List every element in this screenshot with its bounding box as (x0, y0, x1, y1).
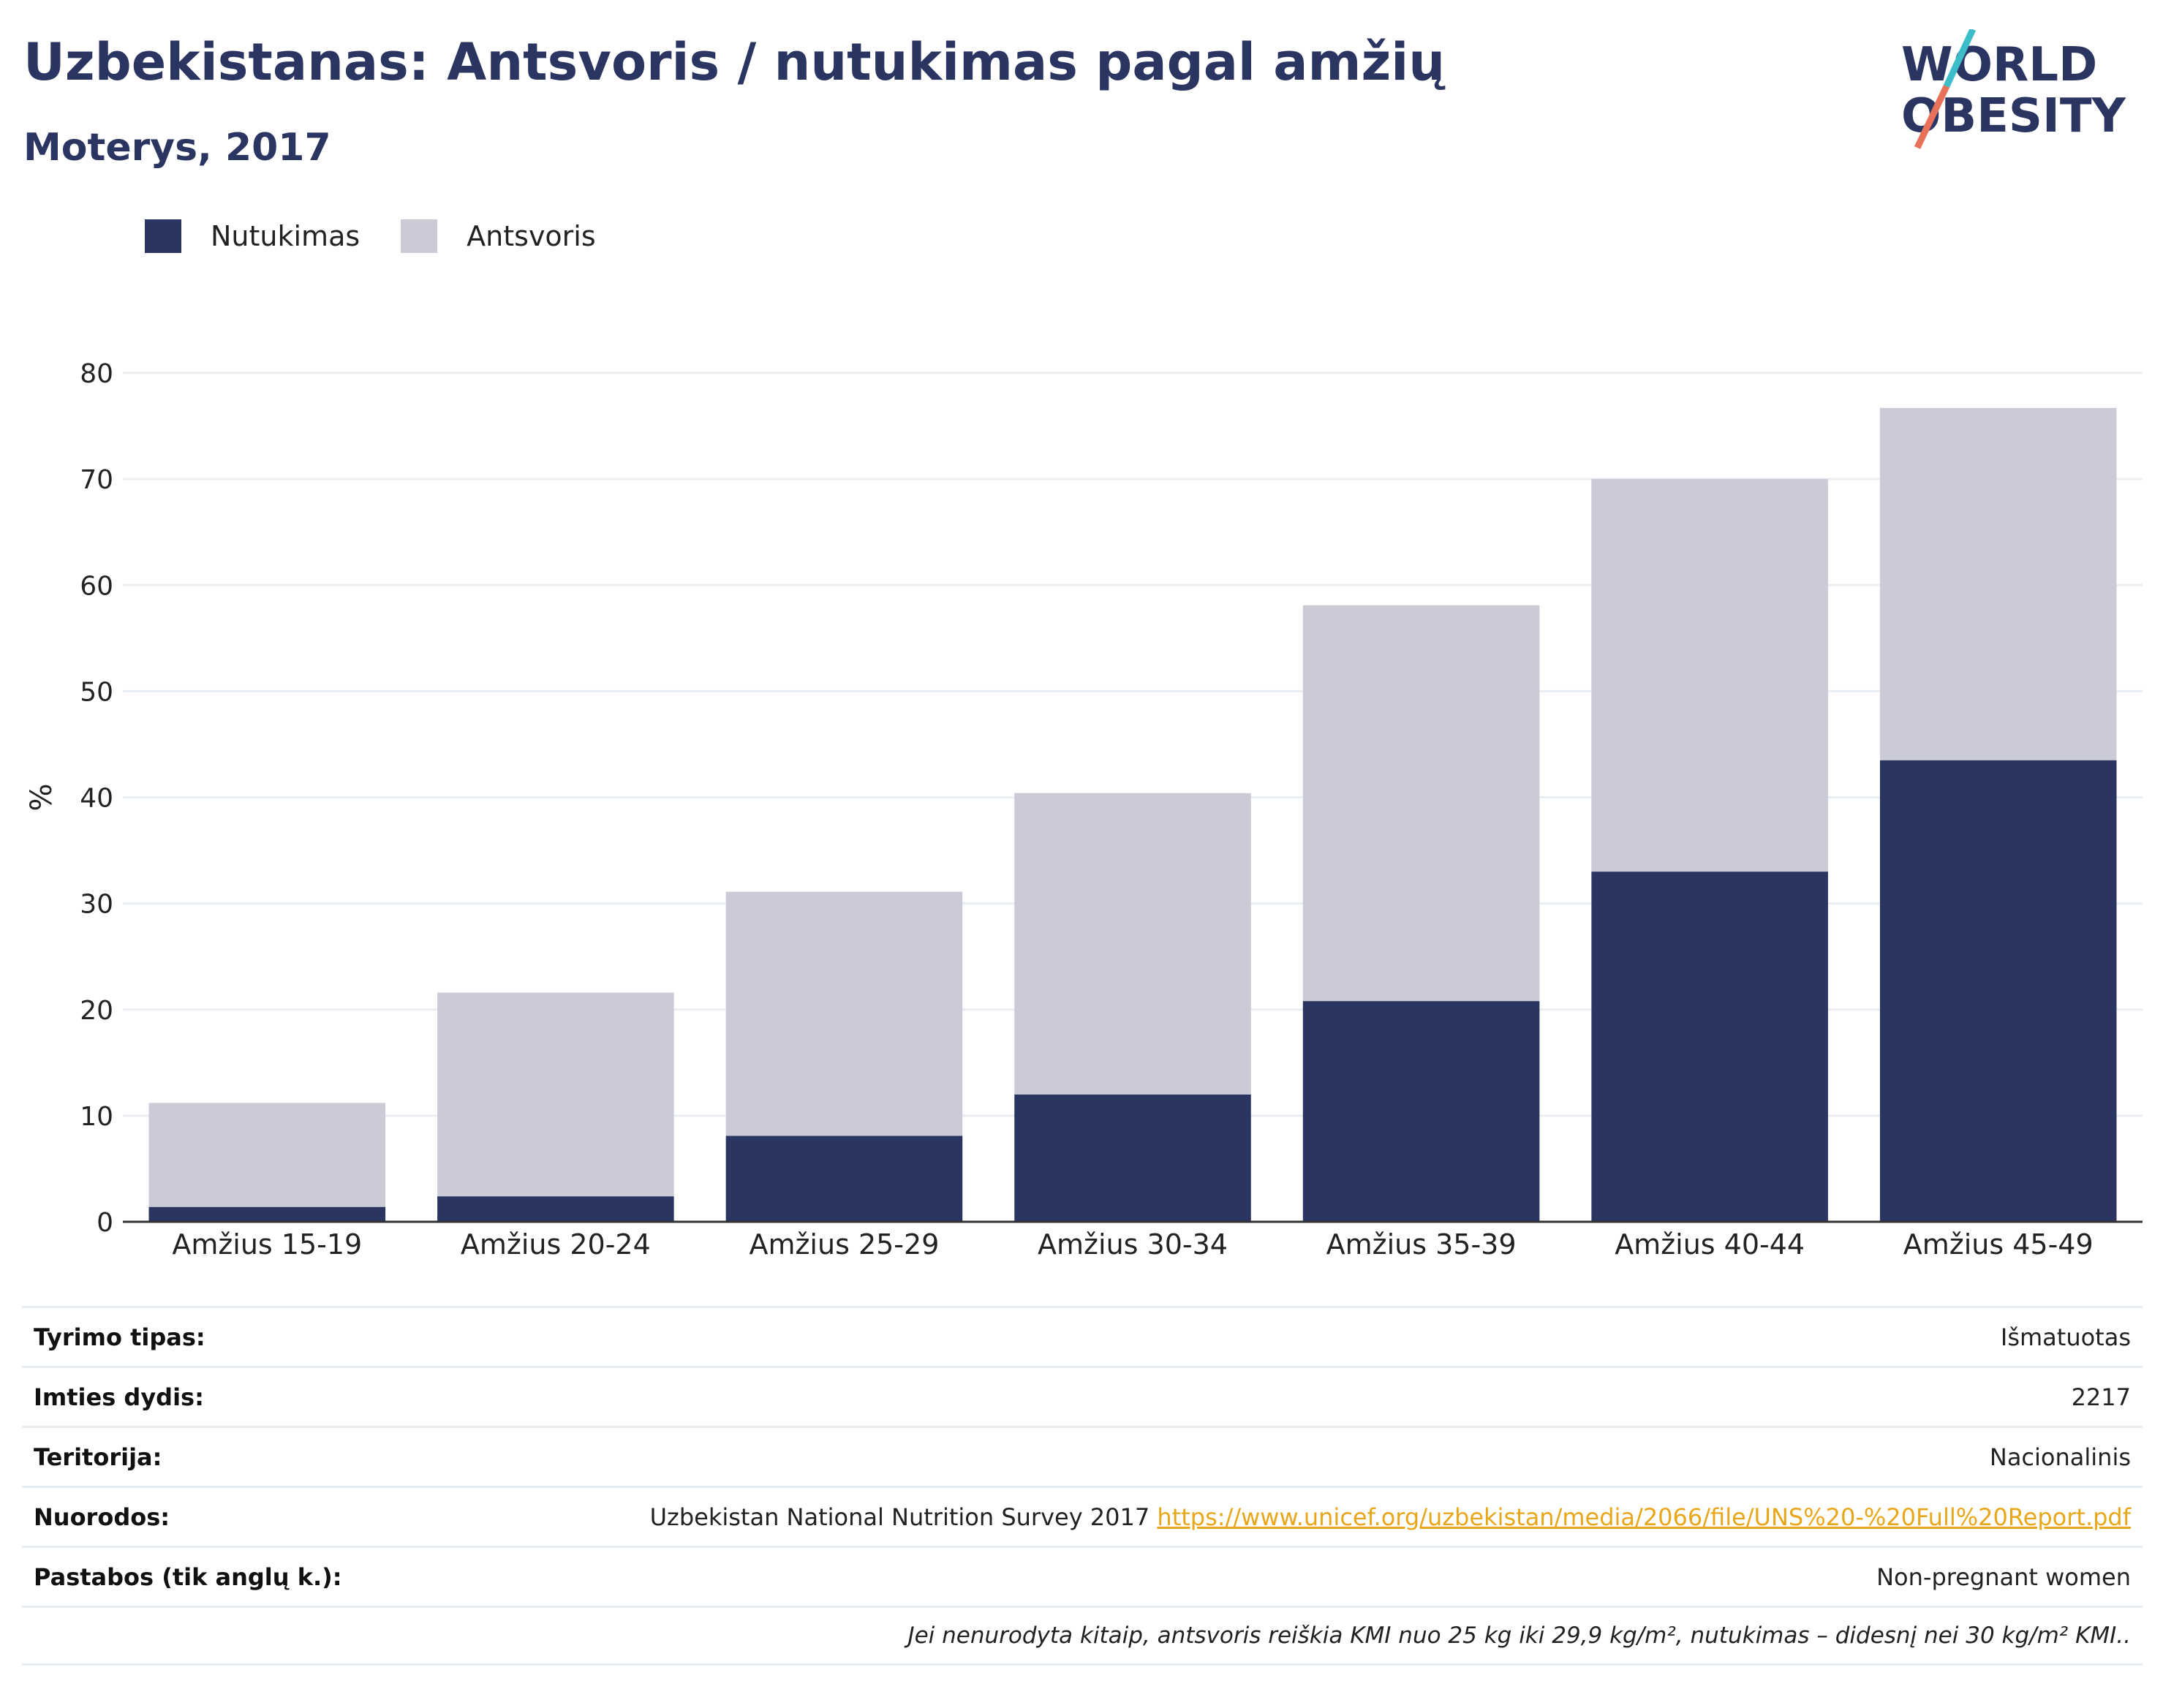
bar-segment-overweight (437, 992, 674, 1197)
bar-segment-obesity (148, 1206, 386, 1222)
legend-label-overweight: Antsvoris (467, 220, 596, 252)
reference-link[interactable]: https://www.unicef.org/uzbekistan/media/… (1157, 1503, 2131, 1531)
info-value-references: Uzbekistan National Nutrition Survey 201… (650, 1503, 2131, 1531)
info-row-survey-type: Tyrimo tipas: Išmatuotas (22, 1306, 2143, 1366)
logo-slash-bottom (1914, 85, 1950, 149)
bar-segment-obesity (1879, 760, 2117, 1222)
legend-item-overweight[interactable]: Antsvoris (401, 219, 596, 253)
info-row-references: Nuorodos: Uzbekistan National Nutrition … (22, 1486, 2143, 1546)
y-tick-label: 60 (80, 571, 113, 601)
info-value: 2217 (2071, 1383, 2131, 1411)
stacked-bar-chart: 0 10 20 30 40 50 60 70 80% Amžius 15-19 Amžius 20-… (25, 359, 2143, 1261)
y-tick-label: 70 (80, 465, 113, 495)
y-tick-label: 50 (80, 677, 113, 707)
y-tick-label: 80 (80, 359, 113, 389)
definition-note: Jei nenurodyta kitaip, antsvoris reiškia… (907, 1622, 2131, 1649)
y-axis-label: % (25, 783, 58, 811)
info-row-definition-note: Jei nenurodyta kitaip, antsvoris reiškia… (22, 1606, 2143, 1666)
x-tick-label: Amžius 45-49 (1903, 1228, 2094, 1261)
info-label: Tyrimo tipas: (34, 1323, 205, 1351)
world-obesity-logo: WORLD OBESITY (1901, 29, 2126, 149)
info-label: Nuorodos: (34, 1503, 170, 1531)
legend-item-obesity[interactable]: Nutukimas (145, 219, 360, 253)
bar-segment-overweight (148, 1103, 386, 1207)
legend-label-obesity: Nutukimas (211, 220, 360, 252)
info-label: Pastabos (tik anglų k.): (34, 1562, 342, 1591)
info-value: Nacionalinis (1989, 1443, 2131, 1471)
info-value: Non-pregnant women (1876, 1562, 2131, 1591)
bar-segment-obesity (1591, 872, 1828, 1222)
bar-segment-overweight (1591, 479, 1828, 872)
info-label: Imties dydis: (34, 1383, 204, 1411)
info-row-sample-size: Imties dydis: 2217 (22, 1366, 2143, 1426)
x-tick-label: Amžius 30-34 (1038, 1228, 1228, 1261)
x-tick-label: Amžius 15-19 (172, 1228, 362, 1261)
x-tick-label: Amžius 20-24 (461, 1228, 651, 1261)
bar-segment-overweight (725, 891, 963, 1136)
bar-segment-overweight (1879, 407, 2117, 760)
y-tick-label: 30 (80, 890, 113, 920)
logo-slash-top (1943, 29, 1977, 88)
info-label: Teritorija: (34, 1443, 162, 1471)
chart-title: Uzbekistanas: Antsvoris / nutukimas paga… (23, 32, 1446, 92)
bar-segment-overweight (1302, 605, 1540, 1002)
bar-segment-overweight (1014, 793, 1251, 1095)
chart-subtitle: Moterys, 2017 (23, 126, 331, 170)
x-tick-label: Amžius 40-44 (1615, 1228, 1805, 1261)
legend: Nutukimas Antsvoris (145, 218, 637, 254)
y-tick-label: 0 (97, 1208, 113, 1238)
bar-segment-obesity (1302, 1001, 1540, 1222)
y-tick-label: 40 (80, 784, 113, 814)
x-tick-label: Amžius 25-29 (749, 1228, 939, 1261)
logo-line1: WORLD (1901, 38, 2097, 92)
y-tick-label: 20 (80, 996, 113, 1026)
reference-text: Uzbekistan National Nutrition Survey 201… (649, 1503, 1150, 1531)
info-row-notes: Pastabos (tik anglų k.): Non-pregnant wo… (22, 1546, 2143, 1606)
legend-swatch-obesity (145, 219, 181, 253)
info-row-territory: Teritorija: Nacionalinis (22, 1426, 2143, 1486)
info-table: Tyrimo tipas: Išmatuotas Imties dydis: 2… (22, 1306, 2143, 1666)
bar-segment-obesity (725, 1135, 963, 1222)
x-tick-label: Amžius 35-39 (1326, 1228, 1517, 1261)
info-value: Išmatuotas (2000, 1323, 2131, 1351)
bar-segment-obesity (437, 1196, 674, 1222)
y-tick-label: 10 (80, 1102, 113, 1132)
bar-segment-obesity (1014, 1094, 1251, 1222)
legend-swatch-overweight (401, 219, 438, 253)
